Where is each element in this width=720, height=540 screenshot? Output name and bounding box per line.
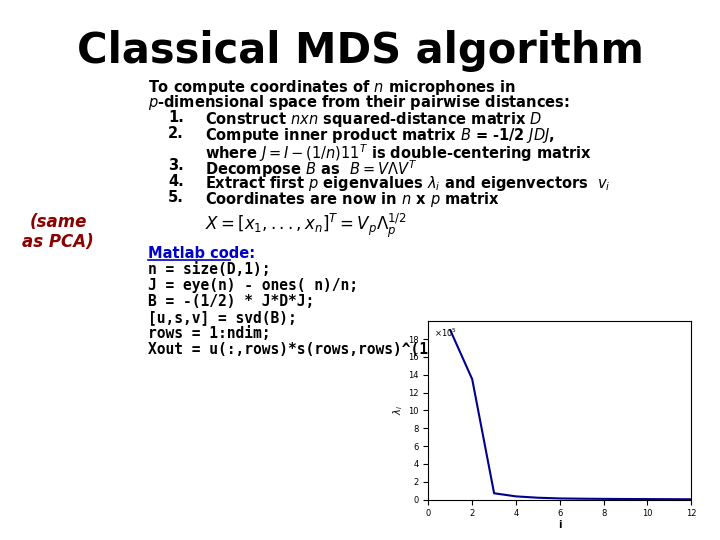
Text: Classical MDS algorithm: Classical MDS algorithm [76,30,644,72]
Text: Decompose $\mathit{B}$ as  $B = V\Lambda V^T$: Decompose $\mathit{B}$ as $B = V\Lambda … [205,158,417,180]
Text: 2.: 2. [168,126,184,141]
Text: $\times 10^5$: $\times 10^5$ [433,327,456,339]
Text: Coordinates are now in $\mathit{n}$ x $\mathit{p}$ matrix: Coordinates are now in $\mathit{n}$ x $\… [205,190,500,209]
X-axis label: i: i [558,519,562,530]
Text: Construct $\mathit{nxn}$ squared-distance matrix $\mathit{D}$: Construct $\mathit{nxn}$ squared-distanc… [205,110,542,129]
Text: Xout = u(:,rows)*s(rows,rows)^(1/2);: Xout = u(:,rows)*s(rows,rows)^(1/2); [148,342,463,357]
Text: $X = [x_1,...,x_n]^T = V_p\Lambda_p^{1/2}$: $X = [x_1,...,x_n]^T = V_p\Lambda_p^{1/2… [205,212,407,240]
Text: n = size(D,1);: n = size(D,1); [148,262,271,277]
Text: J = eye(n) - ones( n)/n;: J = eye(n) - ones( n)/n; [148,278,358,293]
Text: $\mathit{p}$-dimensional space from their pairwise distances:: $\mathit{p}$-dimensional space from thei… [148,93,570,112]
Text: 4.: 4. [168,174,184,189]
Text: 5.: 5. [168,190,184,205]
Text: B = -(1/2) * J*D*J;: B = -(1/2) * J*D*J; [148,294,314,309]
Text: Compute inner product matrix $\mathit{B}$ = -1/2 $\mathit{JDJ}$,: Compute inner product matrix $\mathit{B}… [205,126,555,145]
Text: 3.: 3. [168,158,184,173]
Text: Extract first $\mathit{p}$ eigenvalues $\lambda_i$ and eigenvectors  $v_i$: Extract first $\mathit{p}$ eigenvalues $… [205,174,611,193]
Text: [u,s,v] = svd(B);: [u,s,v] = svd(B); [148,310,297,325]
Text: (same
as PCA): (same as PCA) [22,213,94,252]
Text: where $J = I-(1/n)11^T$ is double-centering matrix: where $J = I-(1/n)11^T$ is double-center… [205,142,592,164]
Text: To compute coordinates of $\mathit{n}$ microphones in: To compute coordinates of $\mathit{n}$ m… [148,78,516,97]
Text: rows = 1:ndim;: rows = 1:ndim; [148,326,271,341]
Text: 1.: 1. [168,110,184,125]
Y-axis label: $\lambda_i$: $\lambda_i$ [392,406,405,415]
Text: Matlab code:: Matlab code: [148,246,255,261]
